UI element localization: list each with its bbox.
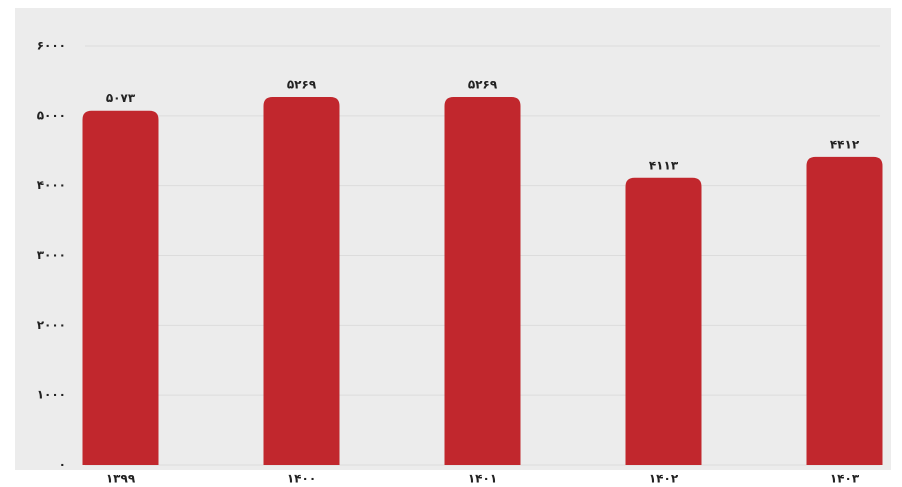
x-tick-label: ۱۴۰۱ — [468, 472, 497, 486]
x-tick-label: ۱۳۹۹ — [106, 472, 136, 486]
bar — [444, 97, 521, 466]
y-tick-label: ۰ — [59, 458, 66, 472]
bar — [806, 156, 883, 466]
x-tick-label: ۱۴۰۳ — [830, 472, 860, 486]
y-tick-label: ۴۰۰۰ — [37, 178, 66, 192]
value-label: ۵۲۶۹ — [468, 78, 498, 92]
value-label: ۵۲۶۹ — [287, 78, 317, 92]
bar — [625, 177, 702, 465]
bar — [263, 97, 340, 466]
y-tick-label: ۲۰۰۰ — [37, 318, 66, 332]
value-label: ۴۱۱۳ — [649, 158, 679, 172]
y-tick-label: ۵۰۰۰ — [37, 108, 66, 122]
x-tick-label: ۱۴۰۰ — [287, 472, 316, 486]
y-tick-label: ۶۰۰۰ — [37, 39, 66, 53]
y-tick-label: ۱۰۰۰ — [37, 388, 66, 402]
value-label: ۴۴۱۲ — [830, 137, 860, 151]
bar — [82, 110, 159, 465]
x-tick-label: ۱۴۰۲ — [649, 472, 679, 486]
value-label: ۵۰۷۳ — [106, 91, 136, 105]
y-tick-label: ۳۰۰۰ — [37, 248, 66, 262]
